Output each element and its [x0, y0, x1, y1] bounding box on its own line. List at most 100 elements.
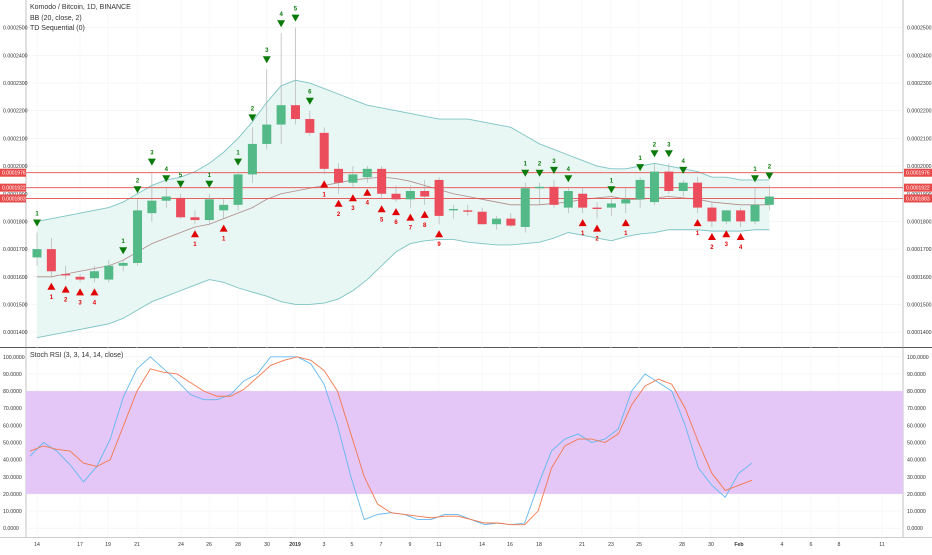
bb-upper-line — [36, 79, 770, 222]
time-tick-label: 9 — [409, 542, 412, 548]
td-sell-arrow — [176, 180, 185, 188]
td-sell-count: 4 — [567, 167, 571, 173]
time-tick-label: 8 — [838, 542, 841, 548]
td-sell-arrow — [248, 114, 257, 122]
stoch-d-line — [29, 356, 753, 526]
time-tick-label: 25 — [636, 542, 642, 548]
time-tick-label: 6 — [810, 542, 813, 548]
candle-body — [578, 193, 588, 208]
td-sell-arrow — [521, 169, 530, 177]
td-sell-count: 4 — [682, 159, 686, 165]
td-buy-arrow — [707, 232, 716, 240]
price-tick-label-right: 0.0001400 — [907, 330, 932, 336]
td-sell-count: 5 — [179, 173, 183, 179]
td-buy-arrow — [377, 205, 386, 213]
td-buy-arrow — [578, 219, 587, 227]
td-sell-arrow — [549, 166, 558, 174]
price-tick-label-left: 0.0001700 — [3, 247, 28, 253]
price-tick-label-left: 0.0001800 — [3, 219, 28, 225]
time-tick-label: 21 — [579, 542, 585, 548]
stoch-tick-label-left: 10.0000 — [3, 509, 22, 515]
price-level-tag-right — [904, 194, 932, 203]
td-buy-arrow — [219, 224, 228, 232]
price-level-tag-right — [904, 168, 932, 177]
candle-body — [89, 271, 99, 279]
candle-body — [46, 249, 56, 272]
td-buy-arrow — [435, 230, 444, 238]
td-sell-arrow — [564, 175, 573, 183]
price-level-label-right: 0.0001976 — [906, 171, 930, 177]
td-sell-arrow — [765, 172, 774, 180]
candle-body — [391, 193, 401, 200]
time-tick-label: 2019 — [289, 542, 301, 548]
td-buy-arrow — [722, 230, 731, 238]
candle-body — [262, 124, 272, 144]
td-buy-arrow — [420, 210, 429, 218]
td-sell-count: 1 — [638, 156, 642, 162]
candle-body — [535, 186, 545, 189]
candle-body — [61, 274, 71, 276]
td-buy-count: 9 — [437, 242, 441, 248]
candle-body — [592, 207, 602, 209]
stoch-tick-label-right: 10.0000 — [907, 509, 926, 515]
td-sell-arrow — [751, 175, 759, 183]
price-level-tag-right — [904, 183, 932, 192]
candle-body — [32, 249, 42, 258]
price-tick-label-left: 0.0002500 — [3, 26, 28, 32]
td-sell-count: 1 — [236, 151, 240, 157]
time-tick-label: 21 — [134, 542, 140, 548]
td-buy-count: 2 — [595, 237, 599, 243]
candle-body — [664, 171, 674, 191]
td-sell-count: 5 — [294, 7, 298, 13]
time-tick-label: 7 — [380, 542, 383, 548]
td-buy-arrow — [693, 219, 702, 227]
td-sell-count: 1 — [610, 178, 614, 184]
candle-body — [736, 210, 746, 222]
stoch-band-fill — [26, 391, 903, 494]
price-tick-label-left: 0.0001600 — [3, 275, 28, 281]
candle-body — [764, 196, 774, 205]
stoch-tick-label-right: 80.0000 — [907, 389, 926, 395]
price-tick-label-right: 0.0002200 — [907, 109, 932, 115]
td-buy-arrow — [320, 180, 329, 188]
time-tick-label: 24 — [178, 542, 184, 548]
price-tick-label-right: 0.0001600 — [907, 275, 932, 281]
stoch-tick-label-left: 80.0000 — [3, 389, 22, 395]
td-buy-arrow — [621, 219, 630, 227]
legend-symbol: Komodo / Bitcoin, 1D, BINANCE — [30, 4, 131, 11]
candle-body — [606, 203, 616, 208]
stoch-tick-label-left: 100.0000 — [3, 355, 25, 361]
legend-td: TD Sequential (0) — [30, 25, 85, 32]
candle-body — [276, 105, 286, 125]
stoch-tick-label-right: 20.0000 — [907, 492, 926, 498]
td-buy-count: 3 — [351, 206, 355, 212]
bb-fill — [37, 80, 770, 338]
td-buy-arrow — [363, 188, 372, 196]
candle-body — [247, 143, 257, 175]
td-buy-arrow — [392, 208, 400, 216]
candle-body — [477, 211, 487, 225]
td-sell-count: 2 — [251, 106, 255, 112]
candle-body — [463, 210, 473, 212]
stoch-tick-label-left: 90.0000 — [3, 372, 22, 378]
price-level-tag-left — [0, 168, 26, 177]
td-buy-count: 1 — [323, 192, 327, 198]
candle-body — [693, 182, 703, 208]
stoch-tick-label-right: 100.0000 — [907, 355, 929, 361]
candle-body — [707, 207, 717, 222]
price-tick-label-right: 0.0001700 — [907, 247, 932, 253]
td-sell-count: 1 — [35, 212, 39, 218]
candle-body — [750, 204, 760, 222]
td-sell-count: 2 — [653, 142, 657, 148]
td-buy-count: 3 — [78, 300, 82, 306]
td-sell-arrow — [33, 219, 41, 227]
td-sell-count: 2 — [136, 178, 140, 184]
candle-body — [319, 132, 329, 169]
price-tick-label-right: 0.0001800 — [907, 219, 932, 225]
td-sell-arrow — [664, 150, 673, 158]
stoch-tick-label-right: 60.0000 — [907, 423, 926, 429]
stoch-tick-label-left: 30.0000 — [3, 475, 22, 481]
candle-body — [721, 210, 731, 222]
td-buy-count: 4 — [366, 201, 370, 207]
td-buy-arrow — [348, 194, 357, 202]
